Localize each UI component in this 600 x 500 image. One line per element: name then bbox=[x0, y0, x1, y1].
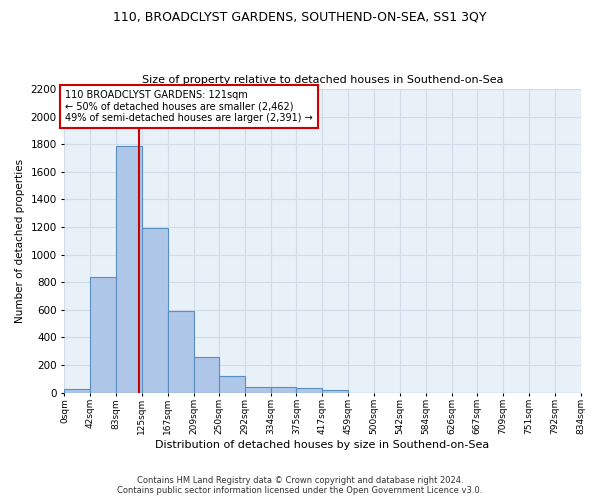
Bar bbox=[271, 386, 296, 392]
Title: Size of property relative to detached houses in Southend-on-Sea: Size of property relative to detached ho… bbox=[142, 76, 503, 86]
Y-axis label: Number of detached properties: Number of detached properties bbox=[15, 158, 25, 323]
Text: 110 BROADCLYST GARDENS: 121sqm
← 50% of detached houses are smaller (2,462)
49% : 110 BROADCLYST GARDENS: 121sqm ← 50% of … bbox=[65, 90, 313, 123]
X-axis label: Distribution of detached houses by size in Southend-on-Sea: Distribution of detached houses by size … bbox=[155, 440, 490, 450]
Text: Contains HM Land Registry data © Crown copyright and database right 2024.
Contai: Contains HM Land Registry data © Crown c… bbox=[118, 476, 482, 495]
Bar bbox=[91, 276, 116, 392]
Text: 110, BROADCLYST GARDENS, SOUTHEND-ON-SEA, SS1 3QY: 110, BROADCLYST GARDENS, SOUTHEND-ON-SEA… bbox=[113, 10, 487, 23]
Bar bbox=[116, 146, 142, 392]
Bar bbox=[194, 358, 219, 392]
Bar bbox=[142, 228, 168, 392]
Bar bbox=[64, 389, 91, 392]
Bar bbox=[296, 388, 322, 392]
Bar bbox=[245, 386, 271, 392]
Bar bbox=[168, 311, 194, 392]
Bar bbox=[322, 390, 349, 392]
Bar bbox=[219, 376, 245, 392]
